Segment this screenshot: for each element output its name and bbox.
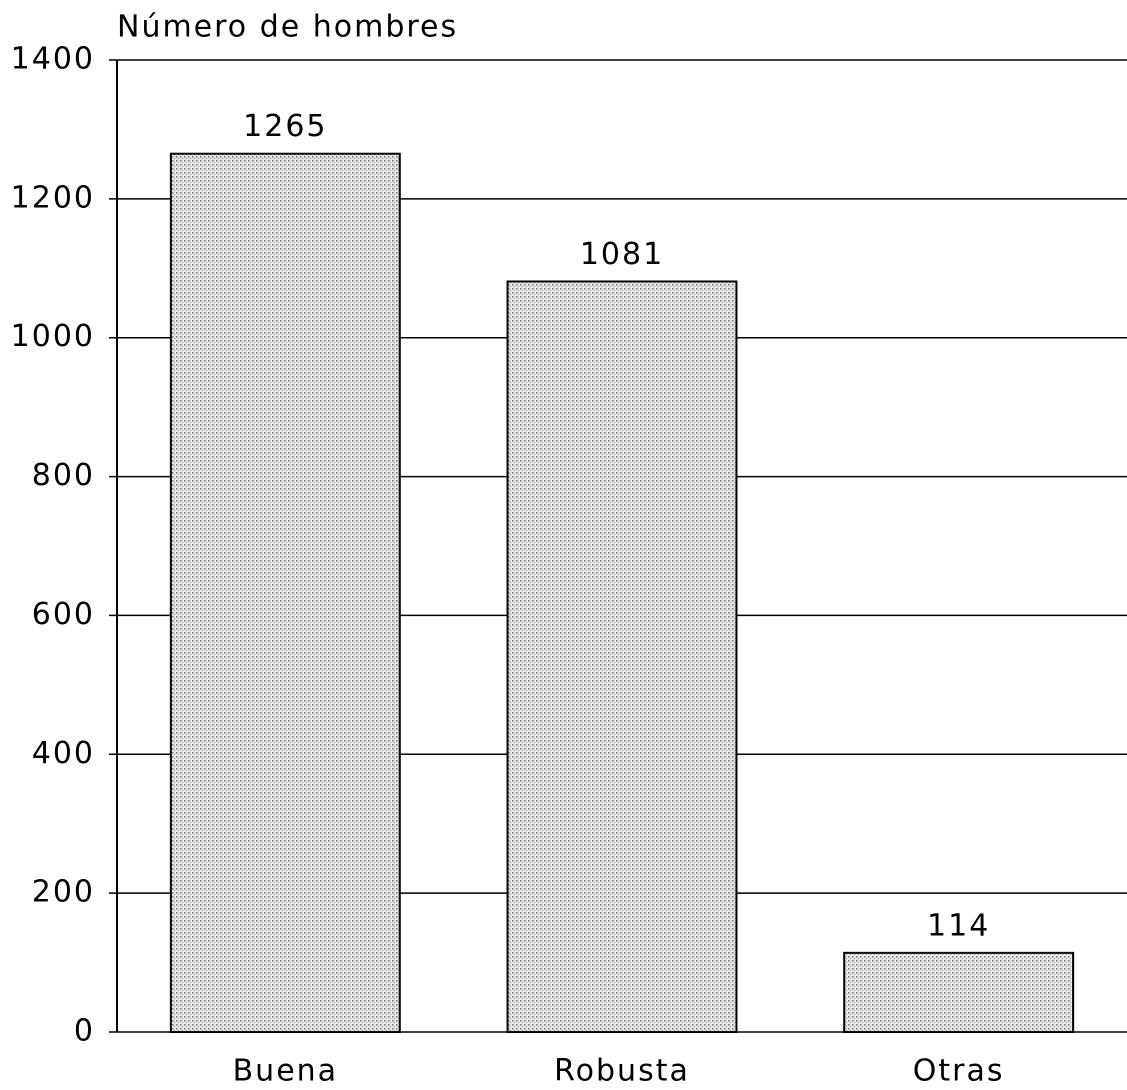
y-axis-label: Número de hombres: [117, 10, 458, 45]
y-tick-label: 1200: [11, 180, 95, 215]
y-tick-label: 400: [32, 736, 95, 771]
value-label: 1265: [243, 109, 327, 144]
bar: [169, 152, 401, 1033]
y-tick-label: 800: [32, 458, 95, 493]
bar: [506, 280, 738, 1033]
y-tick-label: 600: [32, 597, 95, 632]
x-tick-label: Buena: [233, 1054, 338, 1089]
y-tick-label: 1400: [11, 42, 95, 77]
bar: [843, 951, 1075, 1034]
value-label: 114: [927, 908, 990, 943]
x-tick-label: Robusta: [554, 1054, 690, 1089]
y-tick-label: 200: [32, 875, 95, 910]
y-tick-label: 0: [74, 1014, 95, 1049]
y-tick-label: 1000: [11, 319, 95, 354]
x-tick-label: Otras: [913, 1054, 1005, 1089]
value-label: 1081: [580, 237, 664, 272]
